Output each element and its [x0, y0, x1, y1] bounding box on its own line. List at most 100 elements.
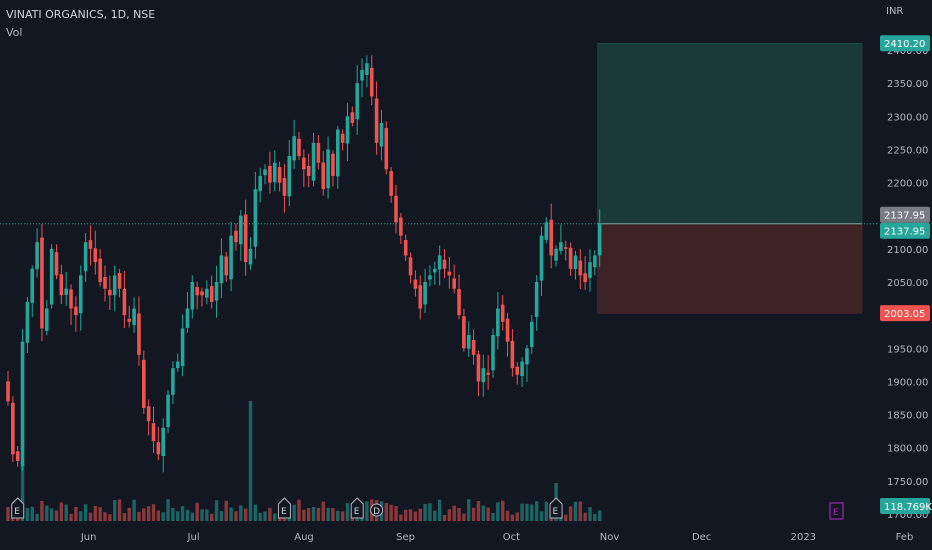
candle[interactable] — [340, 133, 345, 143]
candle[interactable] — [491, 335, 495, 371]
candle[interactable] — [563, 247, 568, 249]
candle[interactable] — [500, 304, 505, 322]
candle[interactable] — [423, 282, 427, 305]
candle[interactable] — [30, 268, 35, 303]
earnings-marker[interactable] — [277, 497, 291, 519]
candle[interactable] — [442, 259, 447, 269]
candle[interactable] — [49, 248, 54, 305]
candle[interactable] — [554, 248, 558, 261]
candle[interactable] — [355, 83, 359, 120]
candle[interactable] — [573, 255, 578, 270]
candle[interactable] — [510, 340, 515, 369]
candle[interactable] — [258, 175, 262, 191]
candle[interactable] — [297, 138, 301, 157]
candle[interactable] — [437, 255, 442, 270]
candle[interactable] — [108, 289, 112, 296]
candle[interactable] — [462, 316, 466, 349]
candle[interactable] — [530, 321, 534, 347]
candle[interactable] — [496, 308, 500, 337]
candle[interactable] — [515, 366, 520, 375]
candle[interactable] — [142, 359, 146, 408]
candle[interactable] — [520, 361, 524, 377]
candle[interactable] — [224, 256, 229, 276]
candle[interactable] — [83, 242, 88, 272]
candle[interactable] — [306, 165, 311, 176]
candle[interactable] — [369, 67, 374, 97]
candle[interactable] — [6, 381, 10, 402]
candle[interactable] — [272, 162, 277, 183]
candle[interactable] — [287, 156, 292, 197]
candle[interactable] — [408, 257, 413, 276]
candle[interactable] — [40, 237, 44, 329]
candle[interactable] — [549, 219, 553, 256]
candle[interactable] — [253, 189, 258, 247]
candle[interactable] — [326, 149, 330, 189]
candle[interactable] — [428, 275, 432, 280]
candle[interactable] — [151, 423, 156, 442]
candle[interactable] — [534, 282, 539, 318]
candle[interactable] — [74, 306, 78, 316]
candle[interactable] — [331, 153, 335, 176]
candle[interactable] — [466, 335, 471, 349]
candle[interactable] — [54, 252, 59, 276]
candle[interactable] — [277, 167, 282, 183]
candle[interactable] — [103, 276, 107, 289]
candle[interactable] — [418, 285, 423, 309]
candle[interactable] — [471, 340, 476, 355]
candle[interactable] — [578, 260, 583, 276]
candle[interactable] — [45, 308, 49, 331]
candle[interactable] — [559, 242, 563, 252]
candle[interactable] — [568, 247, 573, 269]
candle[interactable] — [447, 271, 452, 276]
candle[interactable] — [379, 122, 384, 147]
candle[interactable] — [239, 215, 243, 245]
candle[interactable] — [171, 368, 175, 395]
candle[interactable] — [539, 235, 544, 281]
candle[interactable] — [336, 129, 340, 177]
candle[interactable] — [88, 240, 93, 249]
candle[interactable] — [374, 98, 379, 143]
candle[interactable] — [219, 255, 224, 284]
candle[interactable] — [243, 214, 248, 263]
candle[interactable] — [321, 162, 326, 190]
candle[interactable] — [302, 157, 306, 170]
candle[interactable] — [117, 273, 122, 289]
candle[interactable] — [166, 394, 170, 428]
candle[interactable] — [360, 69, 364, 81]
earnings-marker[interactable] — [549, 497, 563, 519]
candle[interactable] — [78, 275, 83, 314]
candle[interactable] — [263, 169, 267, 176]
candle[interactable] — [365, 63, 369, 75]
candle[interactable] — [200, 291, 204, 296]
candle[interactable] — [112, 275, 117, 296]
candle[interactable] — [209, 286, 214, 302]
candle[interactable] — [525, 348, 529, 365]
candle[interactable] — [127, 318, 132, 322]
candle[interactable] — [486, 372, 490, 375]
candle[interactable] — [161, 427, 165, 456]
candle[interactable] — [282, 178, 287, 196]
candle[interactable] — [59, 274, 64, 296]
candle[interactable] — [544, 222, 549, 240]
future-earnings-marker[interactable] — [829, 502, 844, 520]
candle[interactable] — [195, 286, 199, 296]
candle[interactable] — [69, 289, 73, 309]
candle[interactable] — [399, 217, 403, 236]
candle[interactable] — [64, 288, 68, 295]
candle[interactable] — [593, 255, 597, 268]
dividend-marker[interactable] — [370, 503, 384, 517]
candle[interactable] — [452, 278, 456, 289]
candle[interactable] — [413, 279, 418, 289]
candle[interactable] — [597, 223, 602, 256]
candle[interactable] — [234, 230, 238, 243]
candle[interactable] — [248, 248, 253, 265]
candle[interactable] — [20, 341, 25, 467]
candle[interactable] — [98, 258, 102, 282]
candle[interactable] — [214, 282, 219, 301]
candle[interactable] — [15, 451, 20, 461]
candle[interactable] — [345, 116, 350, 144]
candle[interactable] — [35, 242, 39, 270]
candle[interactable] — [389, 171, 393, 196]
earnings-marker[interactable] — [11, 497, 25, 519]
